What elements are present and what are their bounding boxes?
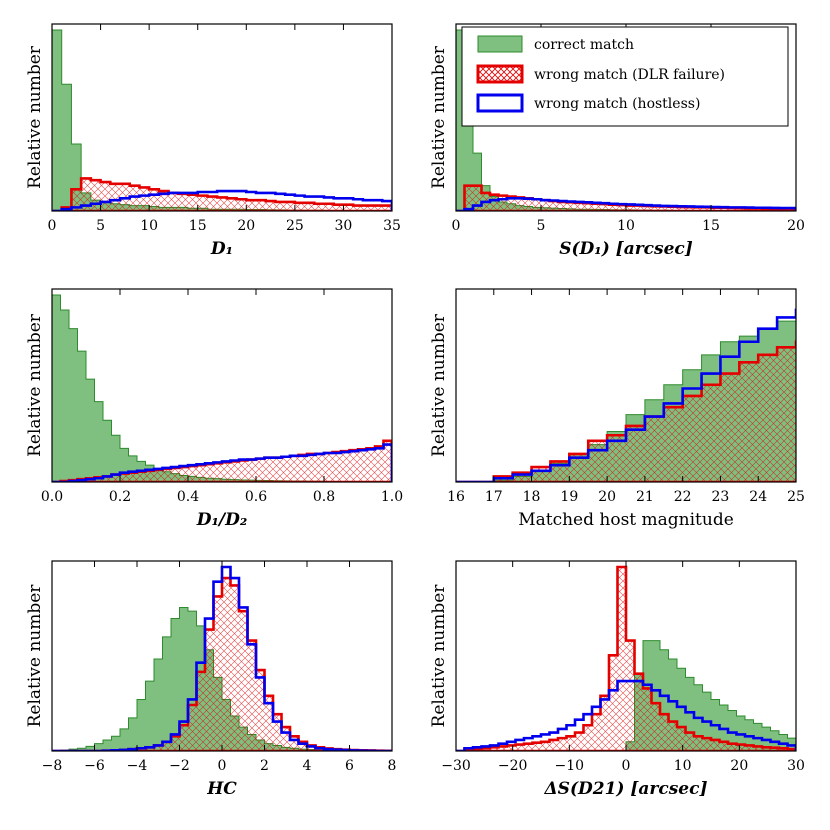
- x-tick-label: 20: [598, 489, 616, 505]
- x-tick-label: 15: [189, 218, 207, 234]
- axes-frame: [51, 288, 393, 483]
- x-tick-label: 0.2: [109, 489, 131, 505]
- x-tick-label: 0: [452, 218, 461, 234]
- x-tick-label: 20: [237, 218, 255, 234]
- x-tick-label: 20: [730, 758, 748, 774]
- y-axis-label: Relative number: [25, 313, 45, 457]
- legend-swatch-dlr: [476, 64, 524, 84]
- series-wrong-match-dlr: [52, 576, 392, 751]
- x-tick-label: 0.6: [245, 489, 267, 505]
- x-tick-label: 1.0: [381, 489, 403, 505]
- x-tick-label: 20: [787, 218, 805, 234]
- panel-ds21-histogram: −30 −20 −10 0 10 20 30 ΔS(D21) [arcsec] Relative…: [429, 560, 805, 799]
- panel-hc-histogram: −8 −6 −4 −2 0 2 4 6 8 HC Relative number: [25, 560, 397, 799]
- series-wrong-match-hostless: [52, 565, 392, 751]
- x-tick-label: 0: [48, 218, 57, 234]
- x-axis-label: HC: [206, 779, 237, 799]
- x-tick-label: 10: [674, 758, 692, 774]
- x-tick-label: 15: [702, 218, 720, 234]
- x-tick-label: 25: [787, 489, 805, 505]
- series-wrong-match-dlr: [456, 565, 796, 751]
- x-tick-label: 6: [345, 758, 354, 774]
- x-tick-label: 16: [447, 489, 465, 505]
- axes-frame: [455, 288, 797, 483]
- y-axis-label: Relative number: [429, 584, 449, 728]
- x-tick-label: 0.8: [313, 489, 335, 505]
- y-axis-label: Relative number: [429, 45, 449, 189]
- x-tick-label: −30: [441, 758, 471, 774]
- series-wrong-match-hostless: [456, 308, 796, 482]
- x-tick-label: −2: [169, 758, 190, 774]
- x-tick-label: 0.0: [41, 489, 63, 505]
- legend-label-dlr: wrong match (DLR failure): [534, 67, 725, 83]
- x-tick-label: 19: [560, 489, 578, 505]
- x-tick-label: 25: [286, 218, 304, 234]
- x-tick-label: 5: [537, 218, 546, 234]
- axes-frame: [51, 23, 393, 212]
- x-tick-label: 24: [749, 489, 767, 505]
- y-axis-label: Relative number: [25, 45, 45, 189]
- x-tick-label: 23: [712, 489, 730, 505]
- x-tick-label: 21: [636, 489, 654, 505]
- series-wrong-match-hostless: [52, 189, 392, 211]
- legend-swatch-hostless: [476, 93, 524, 113]
- legend-label-hostless: wrong match (hostless): [534, 96, 700, 112]
- x-axis-label: Matched host magnitude: [518, 510, 734, 530]
- legend: correct match wrong match (DLR failure) …: [461, 26, 789, 127]
- x-tick-label: 18: [523, 489, 541, 505]
- series-wrong-match-hostless: [456, 679, 796, 751]
- x-axis-label: S(D₁) [arcsec]: [559, 239, 693, 259]
- x-tick-label: 0.4: [177, 489, 199, 505]
- panel-magnitude-histogram: 16 17 18 19 20 21 22 23 24 25 Matched host magnitu…: [429, 288, 805, 530]
- x-tick-label: −6: [84, 758, 105, 774]
- legend-label-correct: correct match: [534, 37, 634, 53]
- x-tick-label: 30: [787, 758, 805, 774]
- x-tick-label: 17: [485, 489, 503, 505]
- x-tick-label: 4: [303, 758, 312, 774]
- y-axis-label: Relative number: [429, 313, 449, 457]
- x-tick-label: 8: [388, 758, 397, 774]
- x-tick-label: 2: [260, 758, 269, 774]
- x-tick-label: 10: [140, 218, 158, 234]
- series-wrong-match-hostless: [456, 197, 796, 211]
- x-tick-label: −4: [127, 758, 148, 774]
- series-wrong-match-dlr: [456, 340, 796, 482]
- x-tick-label: −8: [42, 758, 63, 774]
- x-tick-label: 10: [617, 218, 635, 234]
- x-tick-label: 30: [335, 218, 353, 234]
- x-axis-label: D₁: [210, 239, 233, 259]
- x-tick-label: −10: [555, 758, 585, 774]
- legend-swatch-correct: [477, 35, 523, 53]
- y-axis-label: Relative number: [25, 584, 45, 728]
- x-tick-label: 35: [383, 218, 401, 234]
- x-axis-label: D₁/D₂: [196, 510, 248, 530]
- panel-d1d2-histogram: 0.0 0.2 0.4 0.6 0.8 1.0 D₁/D₂ Relative number: [25, 288, 403, 530]
- x-tick-label: 5: [96, 218, 105, 234]
- x-tick-label: 22: [674, 489, 692, 505]
- x-tick-label: 0: [622, 758, 631, 774]
- x-tick-label: −20: [498, 758, 528, 774]
- panel-d1-histogram: 0 5 10 15 20 25 30 35 D₁ Relative number: [25, 23, 401, 259]
- panel-sd1-histogram: 0 5 10 15 20 S(D₁) [arcsec] Relative number: [429, 23, 805, 259]
- x-axis-label: ΔS(D21) [arcsec]: [543, 779, 707, 799]
- x-tick-label: 0: [218, 758, 227, 774]
- series-wrong-match-hostless: [52, 443, 392, 482]
- series-wrong-match-dlr: [52, 177, 392, 211]
